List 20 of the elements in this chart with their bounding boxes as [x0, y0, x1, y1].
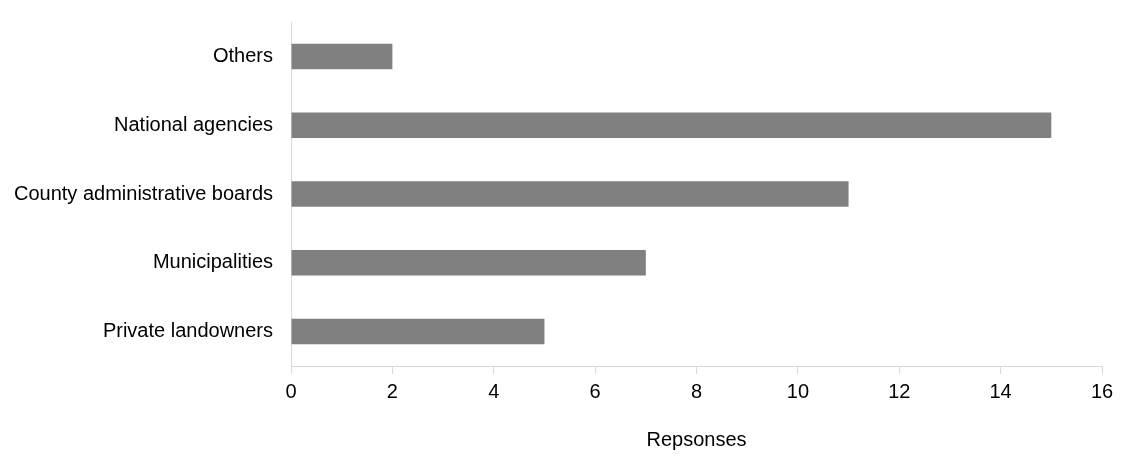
bar	[291, 181, 849, 207]
y-tick-label: National agencies	[114, 112, 274, 135]
y-tick-label: Private landowners	[102, 319, 274, 342]
x-tick-label: 10	[786, 379, 810, 402]
x-tick-label: 16	[1090, 379, 1114, 402]
x-axis-title: Repsonses	[646, 427, 747, 450]
x-tick-label: 4	[488, 379, 500, 402]
x-tick-label: 0	[285, 379, 297, 402]
x-tick-label: 8	[690, 379, 703, 402]
y-tick-label: Municipalities	[152, 250, 274, 273]
x-tick-label: 2	[386, 379, 398, 402]
y-tick-label: County administrative boards	[14, 181, 274, 204]
bar	[291, 112, 1052, 138]
bar	[291, 43, 393, 70]
y-tick-label: Others	[212, 43, 274, 66]
bar	[291, 318, 545, 345]
x-tick-label: 14	[989, 379, 1012, 402]
bar	[291, 250, 646, 276]
x-tick-label: 12	[888, 379, 911, 402]
x-tick-label: 6	[589, 379, 601, 402]
